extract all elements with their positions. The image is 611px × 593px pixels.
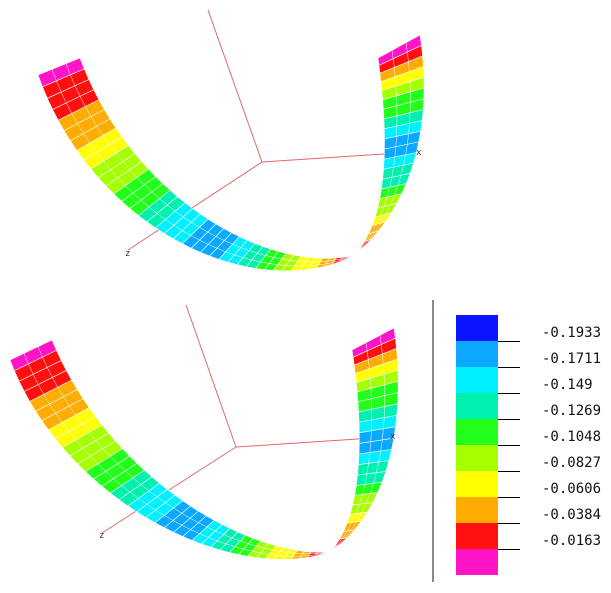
legend-swatch [456,341,498,367]
mesh-line [330,545,338,552]
legend-tick [498,341,520,342]
legend-value: -0.0827 [542,455,601,471]
legend-tick [498,523,520,524]
axis-line [186,305,236,447]
legend-value: -0.1711 [542,351,601,367]
legend-swatch [456,497,498,523]
legend-tick [498,367,520,368]
bottom-view-x-axis-label: x [390,432,396,442]
bottom-view-z-axis-label: z [99,531,104,541]
top-view: x z [0,0,611,290]
legend-swatch [456,523,498,549]
shell-element [344,521,362,531]
top-view-deformed-shell [38,35,424,271]
bottom-view-deformed-shell [10,328,398,559]
legend-value: -0.0384 [542,507,601,523]
legend-swatch [456,549,498,575]
legend-value: -0.149 [542,377,593,393]
legend-tick [498,497,520,498]
legend-swatch [456,393,498,419]
legend-tick [498,393,520,394]
legend-tick [498,419,520,420]
top-view-x-axis-label: x [416,148,422,158]
legend-tick [498,471,520,472]
legend-value: -0.0163 [542,533,601,549]
legend-swatch [456,445,498,471]
color-legend: -0.1933 -0.1711 -0.149 -0.1269 -0.1048 -… [456,315,606,585]
axis-line [208,10,262,162]
legend-value: -0.0606 [542,481,601,497]
legend-divider [432,300,434,582]
mesh-line [355,248,362,255]
legend-swatch [456,419,498,445]
legend-tick [498,549,520,550]
legend-value: -0.1269 [542,403,601,419]
legend-swatch [456,471,498,497]
legend-tick [498,445,520,446]
legend-swatch [456,367,498,393]
legend-swatch [456,315,498,341]
legend-value: -0.1933 [542,325,601,341]
top-view-z-axis-label: z [125,249,130,259]
legend-value: -0.1048 [542,429,601,445]
top-view-canvas: x z [0,0,611,290]
